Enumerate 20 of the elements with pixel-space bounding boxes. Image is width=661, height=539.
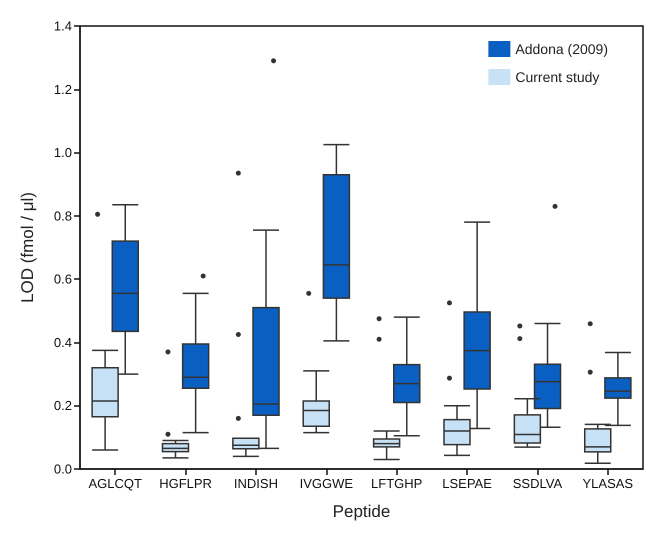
x-axis-title: Peptide xyxy=(332,502,390,521)
y-tick-label: 1.0 xyxy=(54,145,72,160)
x-tick-label: LFTGHP xyxy=(371,476,422,491)
x-tick-label: LSEPAE xyxy=(442,476,492,491)
x-tick-label: AGLCQT xyxy=(88,476,142,491)
x-tick-label: HGFLPR xyxy=(159,476,212,491)
x-tick-label: INDISH xyxy=(234,476,278,491)
y-axis-title: LOD (fmol / μl) xyxy=(18,192,37,303)
x-tick-label: IVGGWE xyxy=(300,476,354,491)
y-tick-label: 0.2 xyxy=(54,398,72,414)
x-tick-label: SSDLVA xyxy=(512,476,562,491)
y-tick-label: 0.8 xyxy=(54,208,72,224)
y-tick-label: 0.0 xyxy=(54,462,72,476)
y-tick-label: 1.4 xyxy=(54,18,72,34)
legend-label: Current study xyxy=(515,69,600,85)
y-tick-label: 0.6 xyxy=(54,272,72,287)
legend-label: Addona (2009) xyxy=(515,41,608,57)
x-tick-label: YLASAS xyxy=(582,476,634,491)
y-tick-label: 1.2 xyxy=(54,82,72,97)
y-tick-label: 0.4 xyxy=(54,334,72,350)
